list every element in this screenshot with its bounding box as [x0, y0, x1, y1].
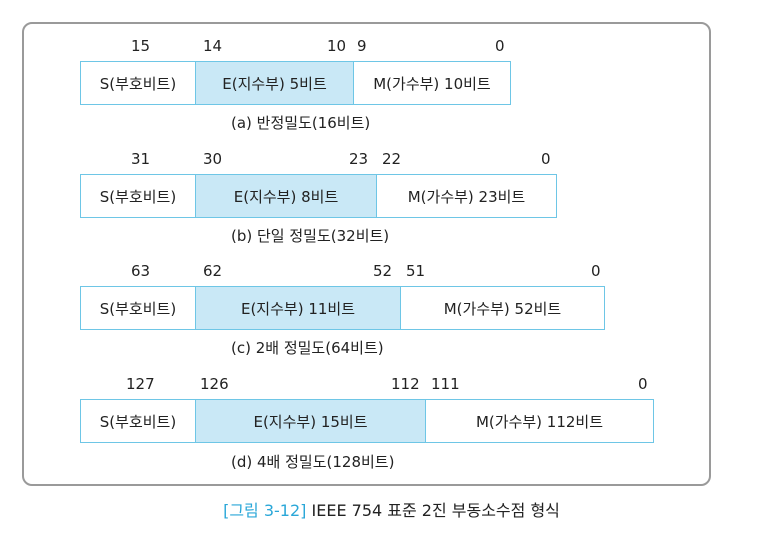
bit-index-exp-low: 52 [373, 262, 393, 280]
bit-index-exp-high: 30 [203, 150, 223, 168]
figure-caption: [그림 3-12] IEEE 754 표준 2진 부동소수점 형식 [0, 497, 783, 521]
format-caption: (d) 4배 정밀도(128비트) [231, 453, 395, 471]
bit-index-man-high: 9 [357, 37, 367, 55]
sign-field: S(부호비트) [81, 62, 196, 104]
format-caption: (c) 2배 정밀도(64비트) [231, 339, 384, 357]
bit-index-exp-high: 62 [203, 262, 223, 280]
bit-index-sign: 63 [131, 262, 151, 280]
bit-layout-row: S(부호비트) E(지수부) 5비트 M(가수부) 10비트 [80, 61, 511, 105]
exponent-field: E(지수부) 11비트 [196, 287, 401, 329]
sign-field: S(부호비트) [81, 400, 196, 442]
bit-layout-row: S(부호비트) E(지수부) 15비트 M(가수부) 112비트 [80, 399, 654, 443]
bit-index-exp-high: 126 [200, 375, 229, 393]
bit-index-exp-high: 14 [203, 37, 223, 55]
diagram-frame [22, 22, 711, 486]
sign-field: S(부호비트) [81, 175, 196, 217]
bit-index-exp-low: 10 [327, 37, 347, 55]
bit-layout-row: S(부호비트) E(지수부) 8비트 M(가수부) 23비트 [80, 174, 557, 218]
mantissa-field: M(가수부) 23비트 [377, 175, 556, 217]
bit-index-sign: 127 [126, 375, 155, 393]
bit-index-sign: 31 [131, 150, 151, 168]
bit-index-man-low: 0 [638, 375, 648, 393]
bit-index-man-high: 22 [382, 150, 402, 168]
exponent-field: E(지수부) 15비트 [196, 400, 426, 442]
bit-index-man-low: 0 [541, 150, 551, 168]
bit-index-sign: 15 [131, 37, 151, 55]
bit-index-exp-low: 112 [391, 375, 420, 393]
bit-index-man-low: 0 [495, 37, 505, 55]
sign-field: S(부호비트) [81, 287, 196, 329]
figure-title: IEEE 754 표준 2진 부동소수점 형식 [311, 501, 560, 520]
format-caption: (b) 단일 정밀도(32비트) [231, 227, 390, 245]
bit-layout-row: S(부호비트) E(지수부) 11비트 M(가수부) 52비트 [80, 286, 605, 330]
bit-index-man-low: 0 [591, 262, 601, 280]
bit-index-man-high: 51 [406, 262, 426, 280]
bit-index-exp-low: 23 [349, 150, 369, 168]
bit-index-man-high: 111 [431, 375, 460, 393]
mantissa-field: M(가수부) 52비트 [401, 287, 604, 329]
mantissa-field: M(가수부) 112비트 [426, 400, 653, 442]
exponent-field: E(지수부) 8비트 [196, 175, 377, 217]
figure-label: [그림 3-12] [223, 501, 307, 520]
mantissa-field: M(가수부) 10비트 [354, 62, 510, 104]
format-caption: (a) 반정밀도(16비트) [231, 114, 371, 132]
exponent-field: E(지수부) 5비트 [196, 62, 354, 104]
